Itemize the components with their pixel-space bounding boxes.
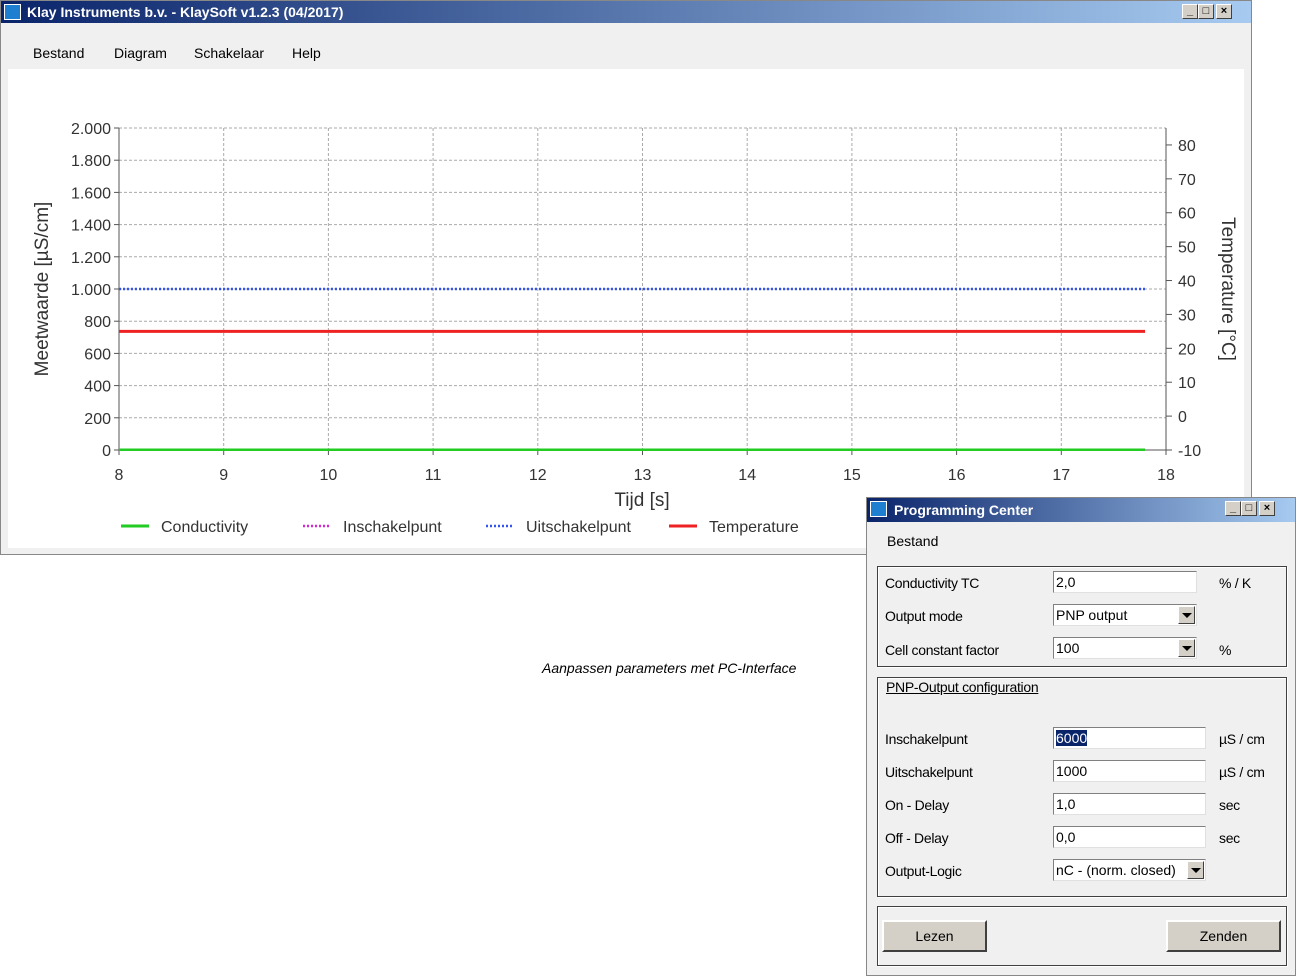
menu-item[interactable]: Bestand <box>33 45 85 61</box>
group-title: PNP-Output configuration <box>886 679 1039 695</box>
pnp-group <box>877 677 1287 897</box>
x-tick-label: 9 <box>219 467 228 484</box>
x-tick-label: 18 <box>1157 467 1175 484</box>
y-tick-label: 1.200 <box>71 250 111 267</box>
y2-tick-label: 0 <box>1178 409 1187 426</box>
app-icon <box>4 4 21 20</box>
general-group <box>877 566 1287 667</box>
y2-tick-label: 80 <box>1178 138 1196 155</box>
y-tick-label: 0 <box>102 443 111 460</box>
close-button[interactable]: × <box>1216 4 1232 19</box>
x-tick-label: 13 <box>634 467 652 484</box>
y-tick-label: 1.000 <box>71 282 111 299</box>
x-tick-label: 10 <box>320 467 338 484</box>
x-tick-label: 11 <box>425 467 442 484</box>
plot <box>119 287 1146 451</box>
x-tick-label: 15 <box>843 467 861 484</box>
y-tick-label: 800 <box>84 314 111 331</box>
dropdown[interactable]: 100 <box>1053 637 1197 659</box>
y-tick-label: 1.600 <box>71 185 111 202</box>
text-input[interactable]: 1,0 <box>1053 793 1206 815</box>
button-group <box>877 906 1287 966</box>
legend-label: Inschakelpunt <box>343 519 442 536</box>
chart-area <box>8 69 1244 548</box>
y-tick-label: 600 <box>84 346 111 363</box>
dialog-window: Programming Center _ □ × Bestand Conduct… <box>866 497 1296 976</box>
selected-text: 6000 <box>1056 730 1088 746</box>
field-label: Output mode <box>885 608 963 624</box>
menu-item[interactable]: Diagram <box>114 45 167 61</box>
menu-item[interactable]: Schakelaar <box>194 45 265 61</box>
field-label: Conductivity TC <box>885 575 980 591</box>
dialog-icon <box>870 501 887 517</box>
legend-label: Conductivity <box>161 519 248 536</box>
send-button[interactable]: Zenden <box>1166 920 1281 952</box>
dialog-title: Programming Center <box>894 502 1034 518</box>
text-input[interactable]: 0,0 <box>1053 826 1206 848</box>
maximize-button[interactable]: □ <box>1241 501 1257 516</box>
x-axis-label: Tijd [s] <box>614 490 669 511</box>
text-input[interactable]: 1000 <box>1053 760 1206 782</box>
x-tick-label: 12 <box>529 467 547 484</box>
y-tick-label: 400 <box>84 379 111 396</box>
field-label: Inschakelpunt <box>885 731 968 747</box>
field-label: Output-Logic <box>885 863 962 879</box>
dropdown[interactable]: nC - (norm. closed) <box>1053 859 1206 881</box>
x-tick-label: 14 <box>738 467 756 484</box>
dropdown-arrow[interactable] <box>1187 861 1204 879</box>
dropdown-arrow[interactable] <box>1178 639 1195 657</box>
dropdown-value: PNP output <box>1056 607 1128 623</box>
y2-axis-label: Temperature [°C] <box>1217 217 1238 361</box>
unit-label: % <box>1219 642 1232 658</box>
y2-tick-label: 50 <box>1178 240 1196 257</box>
x-tick-label: 16 <box>948 467 966 484</box>
legend-label: Uitschakelpunt <box>526 519 632 536</box>
minimize-button[interactable]: _ <box>1225 501 1241 516</box>
window-title: Klay Instruments b.v. - KlaySoft v1.2.3 … <box>27 4 344 20</box>
main-window: Klay Instruments b.v. - KlaySoft v1.2.3 … <box>0 0 1252 555</box>
dropdown-arrow[interactable] <box>1178 606 1195 624</box>
x-tick-label: 17 <box>1052 467 1070 484</box>
x-tick-label: 8 <box>115 467 124 484</box>
unit-label: sec <box>1219 830 1240 846</box>
y2-tick-label: 60 <box>1178 206 1196 223</box>
y-axis-label: Meetwaarde [µS/cm] <box>32 202 53 377</box>
caption: Aanpassen parameters met PC-Interface <box>542 660 797 676</box>
text-input[interactable]: 6000 <box>1053 727 1206 749</box>
y2-tick-label: 10 <box>1178 375 1196 392</box>
close-button[interactable]: × <box>1259 501 1275 516</box>
y-tick-label: 1.800 <box>71 153 111 170</box>
dropdown-value: 100 <box>1056 640 1080 656</box>
menu-item[interactable]: Bestand <box>887 533 939 549</box>
unit-label: µS / cm <box>1219 764 1265 780</box>
y2-tick-label: 70 <box>1178 172 1196 189</box>
unit-label: % / K <box>1219 575 1251 591</box>
title-bar: Klay Instruments b.v. - KlaySoft v1.2.3 … <box>1 1 1251 23</box>
y-tick-label: 2.000 <box>71 121 111 138</box>
y2-tick-label: 40 <box>1178 274 1196 291</box>
legend-label: Temperature <box>709 519 799 536</box>
field-label: Uitschakelpunt <box>885 764 973 780</box>
field-label: Cell constant factor <box>885 642 999 658</box>
menu-item[interactable]: Help <box>292 45 321 61</box>
y2-tick-label: 20 <box>1178 341 1196 358</box>
text-input[interactable]: 2,0 <box>1053 571 1197 593</box>
dialog-title-bar: Programming Center _ □ × <box>867 498 1295 522</box>
maximize-button[interactable]: □ <box>1198 4 1214 19</box>
read-button[interactable]: Lezen <box>882 920 987 952</box>
unit-label: sec <box>1219 797 1240 813</box>
dropdown[interactable]: PNP output <box>1053 604 1197 626</box>
y2-tick-label: 30 <box>1178 307 1196 324</box>
unit-label: µS / cm <box>1219 731 1265 747</box>
minimize-button[interactable]: _ <box>1182 4 1198 19</box>
field-label: On - Delay <box>885 797 949 813</box>
y-tick-label: 200 <box>84 411 111 428</box>
y-tick-label: 1.400 <box>71 218 111 235</box>
chart: Tijd [s] Meetwaarde [µS/cm] Temperature … <box>32 121 1238 536</box>
field-label: Off - Delay <box>885 830 949 846</box>
y2-tick-label: -10 <box>1178 443 1201 460</box>
dropdown-value: nC - (norm. closed) <box>1056 862 1176 878</box>
